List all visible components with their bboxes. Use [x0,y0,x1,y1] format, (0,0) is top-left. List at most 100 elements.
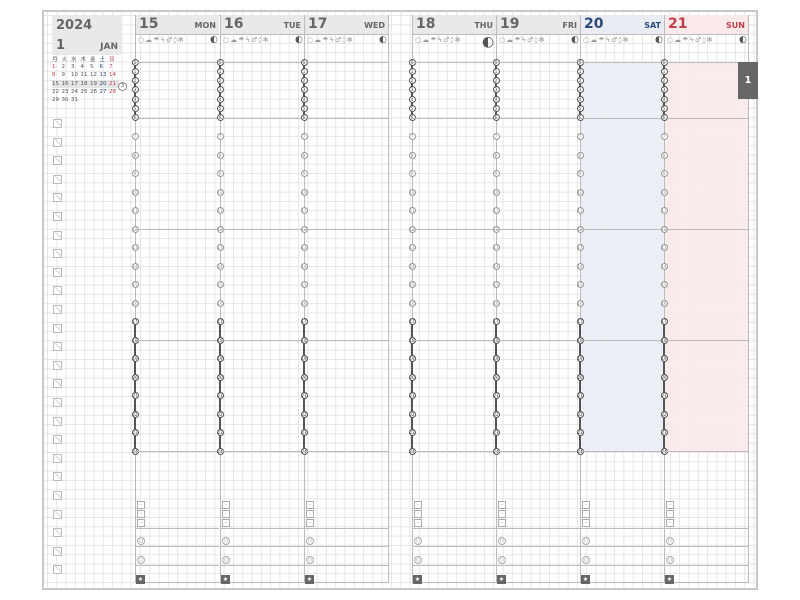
mood-face-icon[interactable]: ·· [306,510,314,518]
day-header-fri[interactable]: 19 FRI [496,15,580,35]
mini-calendar-day[interactable]: 16 [61,80,69,87]
checkbox[interactable] [53,472,62,482]
mood-face-icon[interactable]: ·· [414,519,422,527]
mini-calendar-day[interactable]: 3 [71,64,75,71]
mini-calendar-day[interactable]: 15 [52,80,59,87]
mini-calendar-day[interactable]: 24 [71,88,78,95]
mood-face-icon[interactable]: ·· [498,501,506,509]
weather-icons[interactable]: ○☁☂ϟ♂◊✻ [499,36,546,44]
checkbox[interactable] [53,305,62,314]
checkbox[interactable] [53,360,62,370]
sun-circle-icon[interactable]: ○ [666,556,674,564]
checkbox[interactable] [53,193,62,203]
mini-calendar-day[interactable]: 29 [52,97,59,104]
mood-face-icon[interactable]: ·· [498,519,506,527]
mood-face-icon[interactable]: ·· [414,510,422,518]
star-icon[interactable]: ★ [136,575,145,584]
day-header-thu[interactable]: 18 THU [412,15,496,35]
mini-calendar-day[interactable]: 27 [99,88,107,95]
day-header-sun[interactable]: 21 SUN [664,15,748,35]
checkbox[interactable] [53,267,62,277]
mood-face-icon[interactable]: ·· [222,519,230,527]
mini-calendar-day[interactable]: 4 [80,64,85,71]
mood-face-icon[interactable]: ·· [222,510,230,518]
sun-circle-icon[interactable]: ○ [137,556,145,564]
checkbox[interactable] [53,249,62,259]
mini-calendar-day[interactable]: 22 [52,88,59,95]
checkbox[interactable] [53,342,62,352]
checkbox[interactable] [53,509,62,519]
mini-calendar-day[interactable]: 8 [52,72,56,79]
mood-face-icon[interactable]: ·· [414,501,422,509]
weather-icons[interactable]: ○☁☂ϟ♂◊✻ [138,36,185,44]
mood-face-icon[interactable]: ·· [498,510,506,518]
mini-calendar-day[interactable]: 2 [61,64,66,71]
mood-face-icon[interactable]: ·· [306,501,314,509]
star-icon[interactable]: ★ [665,575,674,584]
checkbox[interactable] [53,286,62,296]
checkbox[interactable] [53,137,62,147]
sun-circle-icon[interactable]: ○ [666,537,674,545]
checkbox[interactable] [53,528,62,538]
weather-icons[interactable]: ○☁☂ϟ♂◊✻ [307,36,354,44]
sun-circle-icon[interactable]: ○ [137,537,145,545]
mood-face-icon[interactable]: ·· [666,501,674,509]
star-icon[interactable]: ★ [581,575,590,584]
mini-calendar-day[interactable]: 28 [109,88,116,95]
mini-calendar-day[interactable]: 9 [61,72,66,79]
mini-calendar-day[interactable]: 5 [90,64,94,71]
mood-face-icon[interactable]: ·· [306,519,314,527]
mood-face-icon[interactable]: ·· [137,501,145,509]
sun-circle-icon[interactable]: ○ [414,537,422,545]
mini-calendar-day[interactable]: 30 [61,97,69,104]
mini-calendar-day[interactable]: 13 [99,72,107,79]
sun-circle-icon[interactable]: ○ [222,537,230,545]
mini-calendar-day[interactable] [90,96,100,104]
mini-calendar-day[interactable]: 6 [99,64,104,71]
mini-calendar-day[interactable]: 1 [52,64,56,71]
mini-calendar-day[interactable]: 7 [109,64,113,71]
checkbox[interactable] [53,453,62,463]
mini-calendar-day[interactable]: 12 [90,72,97,79]
mini-calendar-day[interactable]: 14 [109,72,116,79]
checkbox[interactable] [53,416,62,426]
checkbox[interactable] [53,398,62,407]
mini-calendar-day[interactable]: 17 [71,80,78,87]
checkbox[interactable] [53,323,62,333]
day-header-wed[interactable]: 17 WED [304,15,388,35]
day-header-sat[interactable]: 20 SAT [580,15,664,35]
mini-calendar-day[interactable]: 31 [71,97,78,104]
mini-calendar-day[interactable]: 10 [71,72,78,79]
mini-calendar-day[interactable]: 21 [109,80,116,87]
mini-calendar-day[interactable]: 23 [61,88,69,95]
checkbox[interactable] [53,435,62,445]
sun-circle-icon[interactable]: ○ [498,556,506,564]
mood-face-icon[interactable]: ·· [582,510,590,518]
sun-circle-icon[interactable]: ○ [414,556,422,564]
mini-calendar-day[interactable]: 25 [80,88,88,95]
checkbox[interactable] [53,119,62,128]
weather-icons[interactable]: ○☁☂ϟ♂◊✻ [415,36,462,44]
mood-face-icon[interactable]: ·· [137,510,145,518]
mood-face-icon[interactable]: ·· [222,501,230,509]
star-icon[interactable]: ★ [413,575,422,584]
mini-calendar-day[interactable] [109,96,119,104]
mini-calendar-day[interactable]: 11 [80,72,88,79]
checkbox[interactable] [53,230,62,240]
checkbox[interactable] [53,212,62,221]
star-icon[interactable]: ★ [497,575,506,584]
mini-calendar-day[interactable]: 18 [80,80,88,87]
weather-icons[interactable]: ○☁☂ϟ♂◊✻ [583,36,630,44]
checkbox[interactable] [53,156,62,166]
checkbox[interactable] [53,174,62,184]
month-tab[interactable]: 1 [738,62,758,99]
mood-face-icon[interactable]: ·· [666,510,674,518]
sun-circle-icon[interactable]: ○ [306,556,314,564]
mini-calendar-day[interactable]: 26 [90,88,97,95]
day-header-mon[interactable]: 15 MON [135,15,219,35]
mini-calendar-day[interactable] [100,96,110,104]
sun-circle-icon[interactable]: ○ [582,537,590,545]
sun-circle-icon[interactable]: ○ [498,537,506,545]
checkbox[interactable] [53,379,62,389]
mood-face-icon[interactable]: ·· [582,519,590,527]
